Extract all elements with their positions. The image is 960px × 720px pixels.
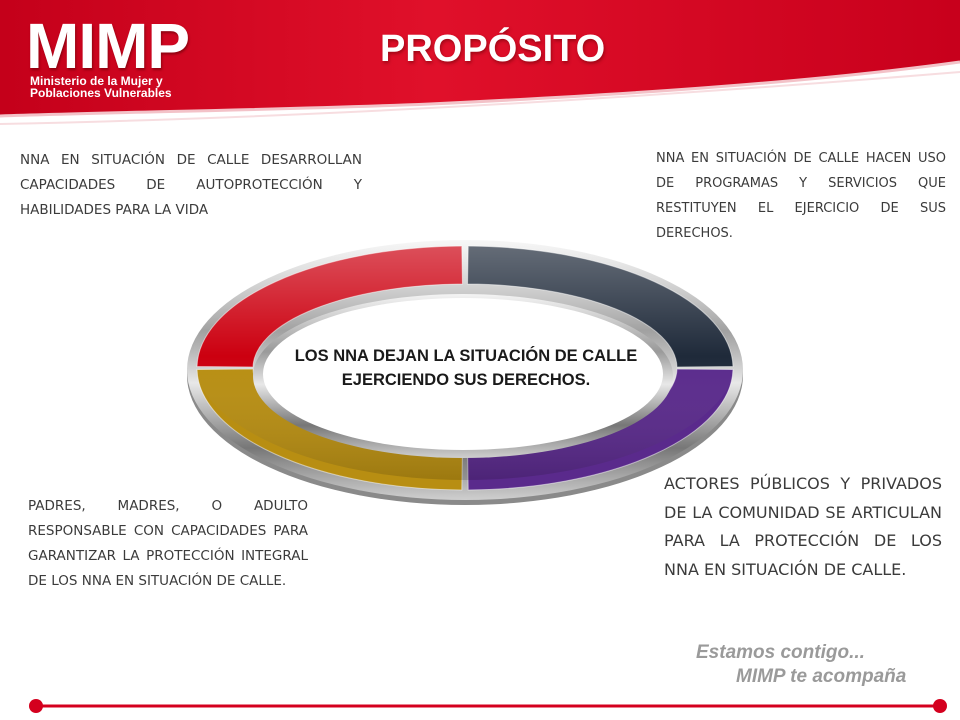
- logo-subtitle-line1: Ministerio de la Mujer y: [30, 74, 163, 88]
- logo-wordmark: MIMP: [26, 10, 190, 82]
- cycle-ring-diagram: [187, 232, 743, 505]
- logo-subtitle-line2: Poblaciones Vulnerables: [30, 86, 172, 100]
- center-statement: LOS NNA DEJAN LA SITUACIÓN DE CALLE EJER…: [294, 347, 638, 389]
- text-top-left: NNA EN SITUACIÓN DE CALLE DESARROLLAN CA…: [20, 152, 362, 218]
- footer-dot-left: [29, 699, 43, 713]
- footer-dot-right: [933, 699, 947, 713]
- slide-title: PROPÓSITO: [380, 28, 606, 70]
- text-top-right: NNA EN SITUACIÓN DE CALLE HACEN USO DE P…: [656, 151, 946, 241]
- ring-center: [263, 298, 663, 450]
- slogan-line2: MIMP te acompaña: [736, 666, 907, 687]
- text-bottom-right: ACTORES PÚBLICOS Y PRIVADOS DE LA COMUNI…: [664, 474, 942, 579]
- text-bottom-left: PADRES, MADRES, O ADULTO RESPONSABLE CON…: [28, 498, 308, 589]
- header-band: [0, 0, 960, 125]
- slogan-line1: Estamos contigo...: [696, 642, 865, 663]
- footer-line: [29, 699, 947, 713]
